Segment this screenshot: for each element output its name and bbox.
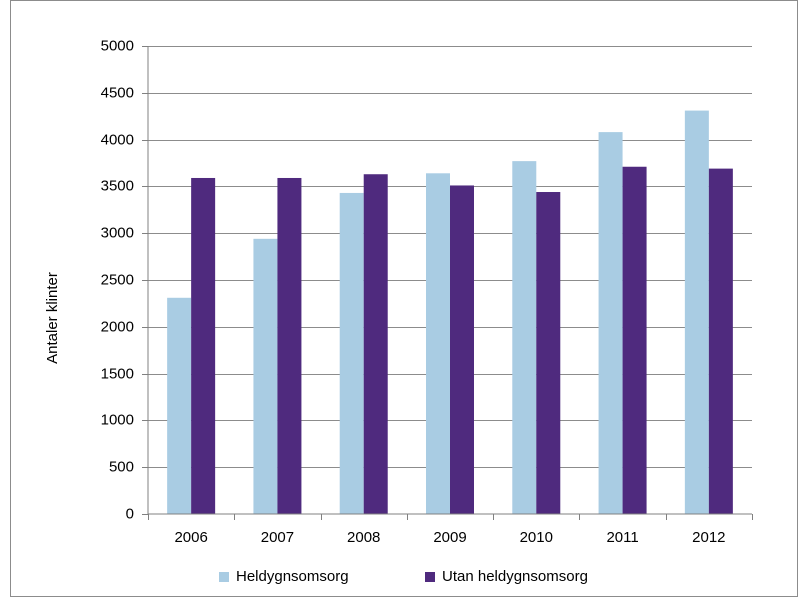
x-tick-label: 2012 — [692, 529, 725, 546]
x-tick-label: 2008 — [347, 529, 380, 546]
bar-heldygnsomsorg-2009 — [426, 173, 450, 514]
y-tick-label: 4000 — [101, 131, 134, 148]
gridlines — [148, 46, 752, 468]
x-tick-label: 2010 — [520, 529, 553, 546]
y-tick-label: 1000 — [101, 411, 134, 428]
x-tick-label: 2006 — [174, 529, 207, 546]
bar-heldygnsomsorg-2008 — [339, 192, 364, 514]
x-tick-labels: 2006 2007 2008 2009 2010 2011 2012 — [174, 529, 725, 546]
bar-utan-heldygnsomsorg-2008 — [363, 174, 388, 514]
bar-utan-heldygnsomsorg-2009 — [450, 185, 474, 515]
y-tick-label: 500 — [109, 458, 134, 475]
legend-swatch-utan-heldygnsomsorg — [425, 572, 435, 582]
bar-utan-heldygnsomsorg-2010 — [536, 192, 561, 515]
bar-utan-heldygnsomsorg-2006 — [191, 177, 216, 514]
axes — [142, 46, 753, 520]
bar-heldygnsomsorg-2011 — [598, 132, 623, 514]
bar-heldygnsomsorg-2007 — [253, 238, 278, 515]
y-tick-label: 4500 — [101, 84, 134, 101]
x-tick-label: 2007 — [261, 529, 294, 546]
y-tick-label: 0 — [126, 505, 134, 522]
y-tick-label: 3500 — [101, 177, 134, 194]
y-tick-labels: 0 500 1000 1500 2000 2500 3000 3500 4000 4500 5000 — [101, 37, 134, 522]
x-tick-label: 2011 — [606, 529, 638, 546]
chart-frame — [10, 0, 798, 597]
bar-utan-heldygnsomsorg-2012 — [708, 168, 733, 514]
x-tick-label: 2009 — [433, 529, 466, 546]
y-tick-label: 1500 — [101, 365, 134, 382]
y-axis-title: Antaler klinter — [44, 272, 61, 364]
y-tick-label: 2000 — [101, 318, 134, 335]
bar-heldygnsomsorg-2010 — [512, 161, 537, 515]
bar-utan-heldygnsomsorg-2007 — [277, 177, 302, 514]
y-tick-label: 3000 — [101, 224, 134, 241]
bar-heldygnsomsorg-2006 — [167, 297, 192, 514]
y-tick-label: 5000 — [101, 37, 134, 54]
bars — [167, 110, 733, 515]
legend-swatch-heldygnsomsorg — [219, 572, 229, 582]
legend: Heldygnsomsorg Utan heldygnsomsorg — [219, 568, 588, 585]
legend-label-heldygnsomsorg: Heldygnsomsorg — [236, 568, 349, 585]
y-tick-label: 2500 — [101, 271, 134, 288]
legend-label-utan-heldygnsomsorg: Utan heldygnsomsorg — [442, 568, 588, 585]
bar-heldygnsomsorg-2012 — [684, 110, 709, 515]
bar-utan-heldygnsomsorg-2011 — [622, 166, 647, 514]
